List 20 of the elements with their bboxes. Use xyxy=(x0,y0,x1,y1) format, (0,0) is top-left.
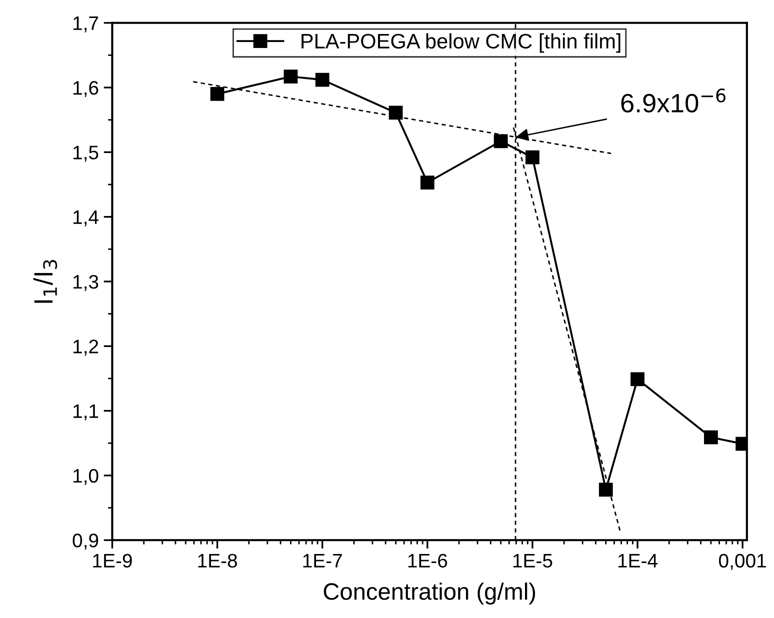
y-tick-label: 1,5 xyxy=(73,146,98,162)
x-tick-label: 1E-8 xyxy=(198,554,237,568)
y-tick-label: 1,2 xyxy=(73,340,98,356)
legend-label: PLA-POEGA below CMC [thin film] xyxy=(302,33,620,53)
annotation: 6.9x10$^{−6}$ xyxy=(621,88,726,113)
x-tick-label: 1E-6 xyxy=(408,554,448,568)
x-tick-label: 1E-9 xyxy=(93,554,132,568)
y-axis-title: I$_{1}$/I$_{3}$ xyxy=(33,260,58,303)
x-tick-label: 0,001 xyxy=(718,554,766,570)
x-tick-label: 1E-7 xyxy=(303,554,342,568)
y-tick-label: 0,9 xyxy=(72,534,98,550)
y-tick-label: 1,3 xyxy=(73,274,98,292)
y-tick-label: 1,4 xyxy=(73,210,98,226)
y-tick-label: 1,6 xyxy=(73,80,98,98)
y-tick-label: 1,1 xyxy=(73,404,98,420)
x-tick-label: 1E-4 xyxy=(618,554,658,568)
x-axis-title: Concentration (g/ml) xyxy=(324,582,536,605)
y-tick-label: 1,0 xyxy=(73,468,98,486)
x-tick-label: 1E-5 xyxy=(513,554,552,568)
y-tick-label: 1,7 xyxy=(73,16,98,32)
